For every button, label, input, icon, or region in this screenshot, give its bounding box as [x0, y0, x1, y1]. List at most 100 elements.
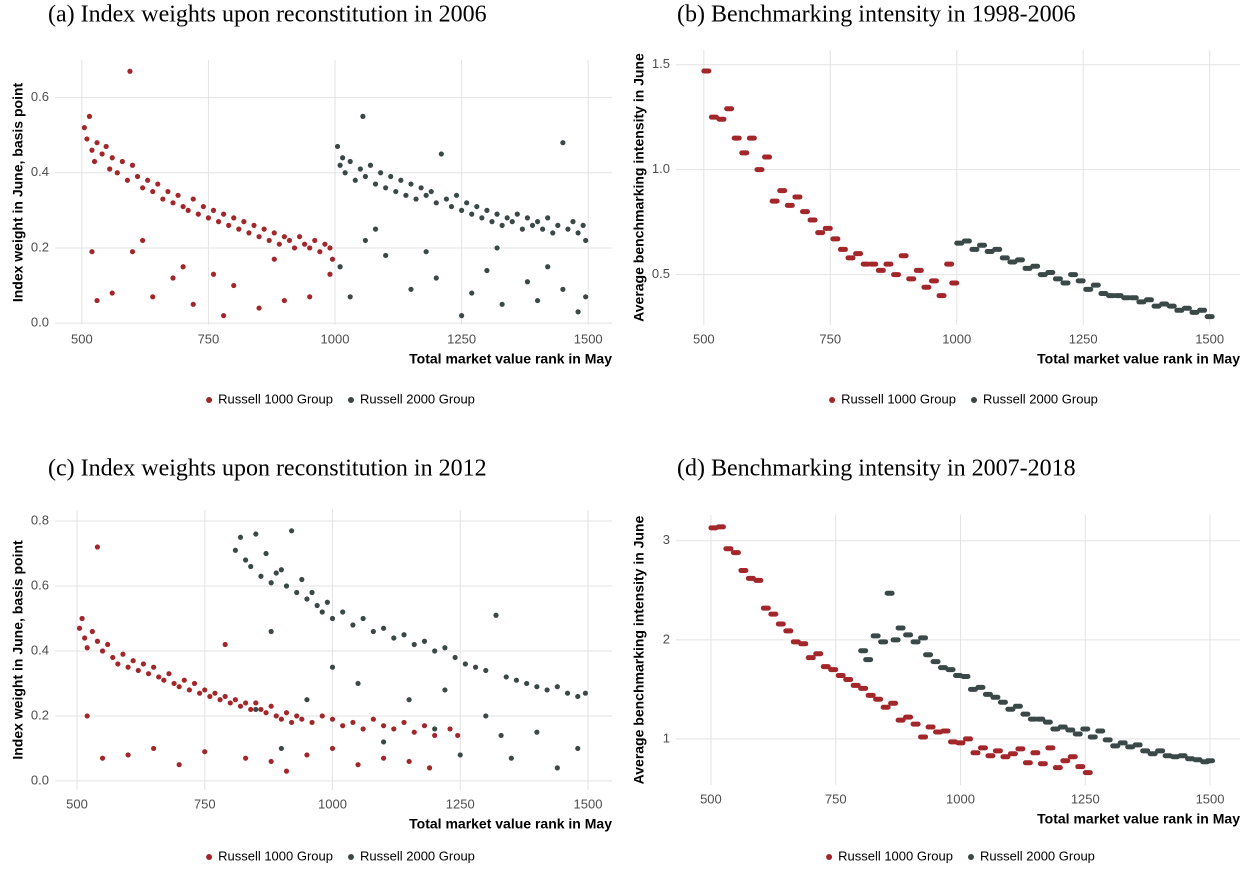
point — [883, 261, 894, 267]
point — [457, 752, 463, 758]
point — [190, 196, 196, 202]
point — [1045, 745, 1056, 751]
point — [281, 297, 287, 304]
point — [114, 170, 120, 176]
point — [1177, 753, 1188, 759]
point — [1095, 728, 1106, 734]
x-axis-title: Total market value rank in May — [1037, 351, 1240, 367]
point — [1174, 307, 1185, 313]
x-tick-label: 750 — [825, 791, 847, 806]
point — [754, 167, 765, 173]
point — [232, 547, 238, 553]
point — [554, 684, 560, 690]
legend-marker — [348, 397, 354, 403]
point — [140, 237, 146, 244]
point — [865, 692, 876, 698]
point — [309, 589, 315, 596]
y-tick-label: 2 — [663, 631, 670, 646]
point — [723, 546, 734, 552]
point — [504, 215, 510, 221]
point — [1080, 726, 1091, 732]
point — [455, 732, 461, 739]
point — [1060, 280, 1071, 286]
point — [340, 723, 346, 729]
point — [370, 628, 376, 635]
point — [273, 570, 279, 576]
point — [960, 674, 971, 680]
legend-marker — [206, 854, 213, 860]
point — [161, 677, 167, 683]
point — [329, 716, 336, 722]
point — [283, 768, 290, 774]
point — [94, 140, 100, 146]
x-tick-label: 1250 — [446, 796, 475, 811]
point — [534, 684, 540, 690]
point — [534, 297, 541, 304]
point — [513, 677, 520, 683]
point — [1005, 706, 1016, 712]
x-tick-label: 750 — [819, 331, 841, 346]
point — [125, 752, 131, 758]
point — [372, 181, 379, 187]
point — [1020, 711, 1031, 717]
point — [393, 188, 399, 195]
x-tick-label: 1500 — [574, 796, 603, 811]
point — [243, 557, 249, 563]
point — [1037, 272, 1048, 278]
point — [1087, 734, 1098, 740]
point — [575, 693, 581, 700]
point — [524, 680, 530, 687]
point — [307, 294, 313, 300]
point — [715, 524, 726, 530]
point — [807, 217, 818, 223]
point — [992, 246, 1003, 252]
point — [479, 215, 485, 221]
point — [1065, 727, 1076, 733]
legend-label: Russell 1000 Group — [218, 391, 333, 406]
point — [1204, 314, 1215, 320]
point — [494, 245, 500, 251]
point — [413, 196, 419, 202]
point — [99, 648, 106, 654]
point — [472, 664, 479, 670]
point — [850, 682, 861, 688]
point — [483, 713, 489, 719]
point — [327, 271, 333, 277]
x-axis-title: Total market value rank in May — [409, 816, 612, 832]
point — [176, 762, 182, 768]
point — [762, 154, 773, 160]
point — [1143, 297, 1154, 303]
point — [236, 226, 242, 232]
point — [294, 589, 300, 596]
point — [878, 639, 889, 645]
point — [176, 684, 182, 690]
point — [853, 251, 864, 257]
panel-title: (d) Benchmarking intensity in 2007-2018 — [677, 456, 1076, 482]
point — [730, 550, 741, 556]
point — [304, 596, 310, 602]
point — [918, 734, 929, 740]
point — [337, 264, 343, 270]
legend-label: Russell 2000 Group — [980, 848, 1095, 863]
point — [790, 639, 801, 645]
point — [288, 719, 295, 726]
point — [903, 632, 914, 638]
x-tick-label: 500 — [693, 331, 715, 346]
point — [875, 267, 886, 273]
point — [860, 261, 871, 267]
point — [380, 625, 387, 631]
point — [1117, 740, 1128, 746]
point — [109, 290, 115, 296]
point — [999, 255, 1010, 261]
point — [398, 177, 404, 183]
point — [273, 713, 279, 719]
point — [391, 635, 397, 641]
point — [271, 230, 277, 236]
point — [447, 726, 453, 732]
point — [283, 710, 290, 716]
point — [423, 192, 429, 198]
legend-marker — [971, 397, 977, 403]
point — [828, 667, 839, 673]
point — [1030, 750, 1041, 756]
